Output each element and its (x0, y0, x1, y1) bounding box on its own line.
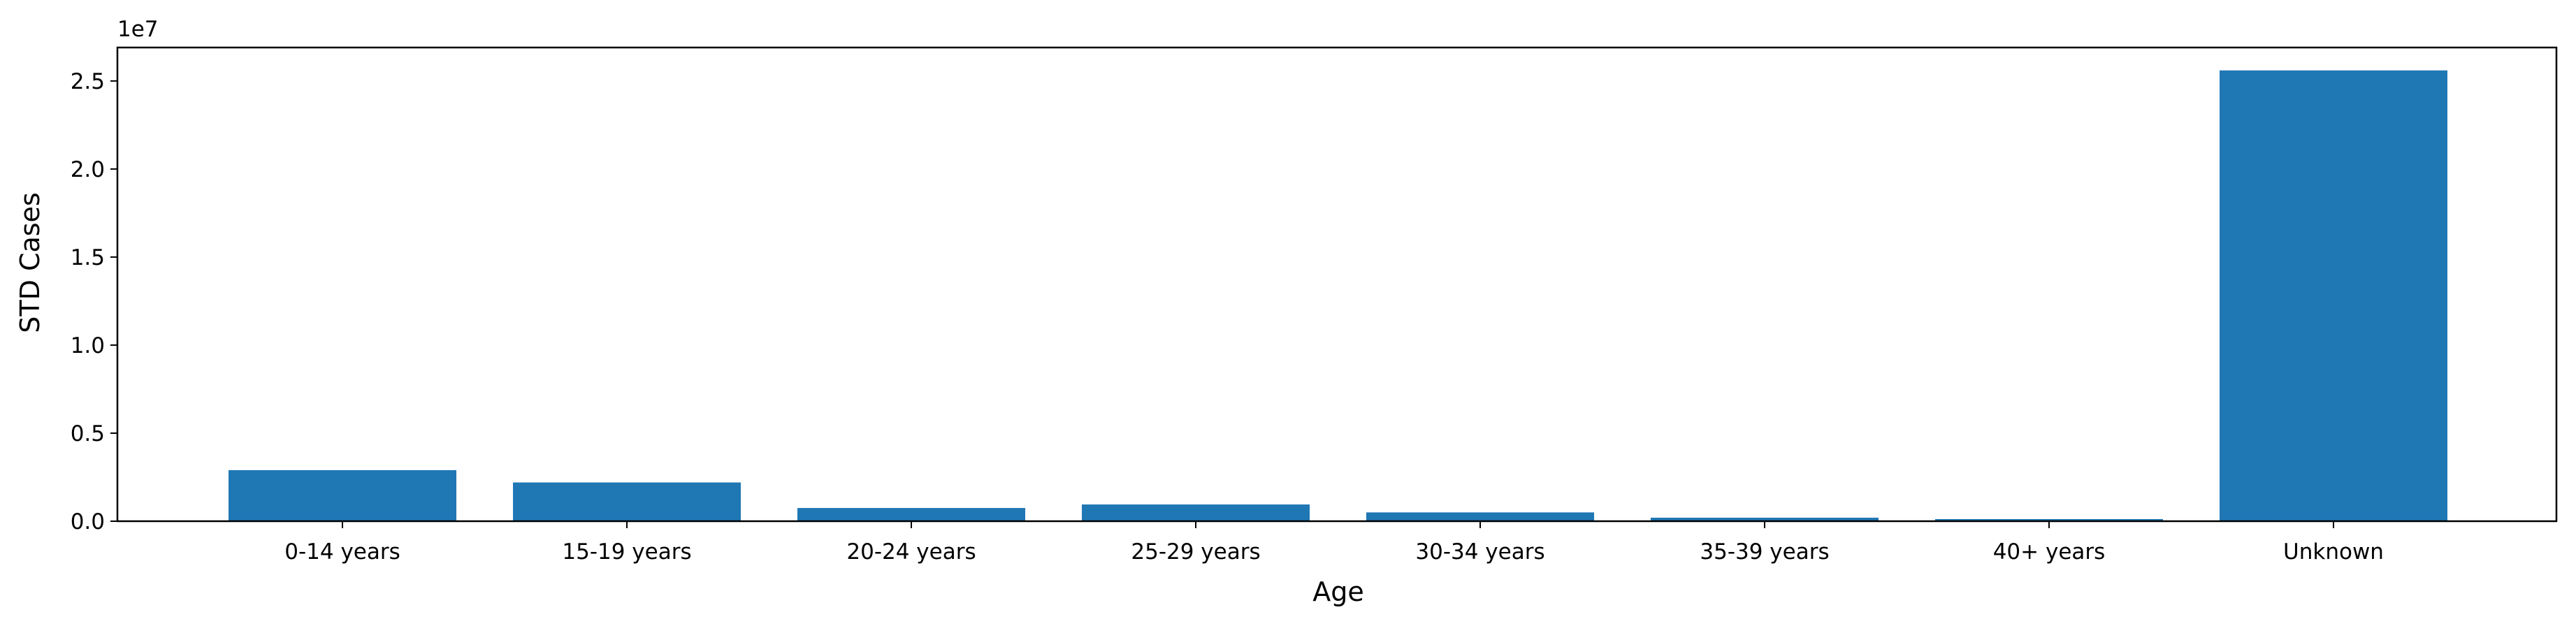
bar-unknown (2220, 70, 2447, 521)
plot-area (229, 70, 2447, 521)
bar-15-19-years (513, 482, 741, 521)
y-axis-offset-text: 1e7 (117, 17, 159, 42)
bar-30-34-years (1366, 512, 1594, 521)
x-tick-label: 25-29 years (1131, 539, 1260, 565)
y-tick-label: 2.5 (71, 69, 105, 94)
bar-40-years (1935, 518, 2163, 521)
x-tick-label: 20-24 years (846, 539, 976, 565)
x-tick-label: 15-19 years (562, 539, 691, 565)
y-tick-label: 0.0 (71, 509, 105, 534)
y-tick-label: 1.0 (71, 333, 105, 358)
x-tick-label: 30-34 years (1415, 539, 1544, 565)
bar-20-24-years (797, 508, 1025, 521)
x-tick-label: 40+ years (1993, 539, 2106, 565)
y-tick-label: 2.0 (71, 157, 105, 182)
bar-35-39-years (1651, 517, 1879, 521)
x-tick-label: 0-14 years (284, 539, 400, 565)
bar-25-29-years (1082, 504, 1310, 521)
x-axis-label: Age (1312, 576, 1364, 607)
y-axis-label: STD Cases (15, 192, 45, 333)
x-tick-label: Unknown (2283, 539, 2384, 565)
y-tick-label: 0.5 (71, 421, 105, 446)
axes: 1e7 Age STD Cases 0.0 0.5 1.0 1.5 2.0 2.5 0-14… (15, 17, 2558, 607)
y-tick-label: 1.5 (71, 245, 105, 270)
x-tick-label: 35-39 years (1700, 539, 1829, 565)
bar-0-14-years (229, 470, 456, 521)
axes-frame (116, 46, 2558, 523)
